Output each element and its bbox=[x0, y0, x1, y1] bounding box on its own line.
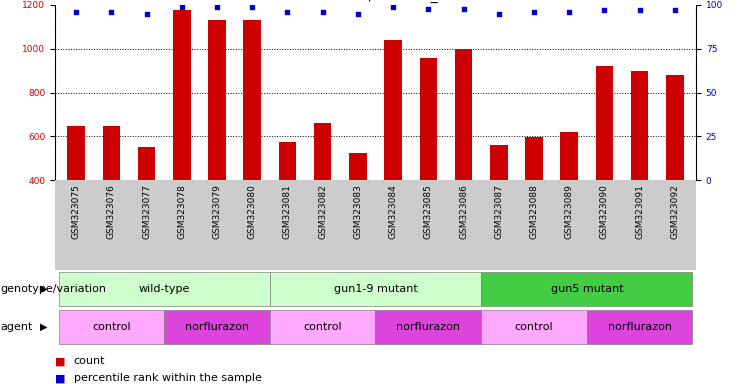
Text: norflurazon: norflurazon bbox=[185, 322, 249, 332]
Text: GSM323090: GSM323090 bbox=[600, 184, 609, 239]
Text: agent: agent bbox=[0, 322, 33, 332]
Bar bbox=[666, 75, 684, 180]
Point bbox=[388, 4, 399, 10]
Bar bbox=[376, 310, 481, 344]
Text: GSM323086: GSM323086 bbox=[459, 184, 468, 239]
Text: GSM323082: GSM323082 bbox=[318, 184, 328, 239]
Bar bbox=[525, 137, 543, 180]
Text: GSM323076: GSM323076 bbox=[107, 184, 116, 239]
Point bbox=[563, 9, 575, 15]
Point bbox=[422, 5, 434, 12]
Bar bbox=[59, 310, 165, 344]
Text: GSM323078: GSM323078 bbox=[177, 184, 186, 239]
Text: norflurazon: norflurazon bbox=[396, 322, 460, 332]
Text: genotype/variation: genotype/variation bbox=[0, 284, 106, 294]
Bar bbox=[631, 71, 648, 180]
Bar bbox=[481, 310, 587, 344]
Text: GSM323088: GSM323088 bbox=[530, 184, 539, 239]
Text: GSM323087: GSM323087 bbox=[494, 184, 503, 239]
Bar bbox=[349, 153, 367, 180]
Text: gun5 mutant: gun5 mutant bbox=[551, 284, 623, 294]
Text: norflurazon: norflurazon bbox=[608, 322, 671, 332]
Point bbox=[70, 9, 82, 15]
Bar bbox=[59, 272, 270, 306]
Point bbox=[141, 11, 153, 17]
Text: GSM323080: GSM323080 bbox=[247, 184, 256, 239]
Bar bbox=[270, 272, 481, 306]
Text: GSM323083: GSM323083 bbox=[353, 184, 362, 239]
Point bbox=[282, 9, 293, 15]
Text: GSM323092: GSM323092 bbox=[671, 184, 679, 239]
Text: ■: ■ bbox=[55, 373, 65, 383]
Bar bbox=[596, 66, 614, 180]
Bar bbox=[270, 310, 376, 344]
Bar bbox=[560, 132, 578, 180]
Bar bbox=[419, 58, 437, 180]
Title: GDS3379 / 256648_at: GDS3379 / 256648_at bbox=[299, 0, 452, 3]
Bar bbox=[587, 310, 693, 344]
Text: GSM323077: GSM323077 bbox=[142, 184, 151, 239]
Text: control: control bbox=[515, 322, 554, 332]
Bar bbox=[279, 142, 296, 180]
Bar bbox=[481, 272, 693, 306]
Bar bbox=[138, 147, 156, 180]
Point bbox=[176, 4, 187, 10]
Bar bbox=[67, 126, 85, 180]
Text: GSM323075: GSM323075 bbox=[72, 184, 81, 239]
Bar bbox=[244, 20, 261, 180]
Text: GSM323091: GSM323091 bbox=[635, 184, 644, 239]
Bar bbox=[314, 123, 331, 180]
Bar bbox=[455, 49, 472, 180]
Text: gun1-9 mutant: gun1-9 mutant bbox=[333, 284, 417, 294]
Point bbox=[599, 7, 611, 13]
Point bbox=[352, 11, 364, 17]
Point bbox=[528, 9, 540, 15]
Point bbox=[211, 4, 223, 10]
Text: ▶: ▶ bbox=[40, 322, 47, 332]
Text: ▶: ▶ bbox=[40, 284, 47, 294]
Text: GSM323085: GSM323085 bbox=[424, 184, 433, 239]
Text: GSM323079: GSM323079 bbox=[213, 184, 222, 239]
Bar bbox=[173, 10, 190, 180]
Point bbox=[493, 11, 505, 17]
Point bbox=[634, 7, 645, 13]
Point bbox=[246, 4, 258, 10]
Text: percentile rank within the sample: percentile rank within the sample bbox=[73, 373, 262, 383]
Bar bbox=[102, 126, 120, 180]
Bar bbox=[385, 40, 402, 180]
Text: count: count bbox=[73, 356, 105, 366]
Text: GSM323084: GSM323084 bbox=[388, 184, 398, 239]
Text: control: control bbox=[303, 322, 342, 332]
Text: ■: ■ bbox=[55, 356, 65, 366]
Bar bbox=[208, 20, 226, 180]
Point bbox=[316, 9, 328, 15]
Text: GSM323089: GSM323089 bbox=[565, 184, 574, 239]
Text: wild-type: wild-type bbox=[139, 284, 190, 294]
Text: control: control bbox=[92, 322, 130, 332]
Point bbox=[458, 5, 470, 12]
Text: GSM323081: GSM323081 bbox=[283, 184, 292, 239]
Point bbox=[105, 9, 117, 15]
Bar bbox=[490, 145, 508, 180]
Bar bbox=[165, 310, 270, 344]
Point bbox=[669, 7, 681, 13]
